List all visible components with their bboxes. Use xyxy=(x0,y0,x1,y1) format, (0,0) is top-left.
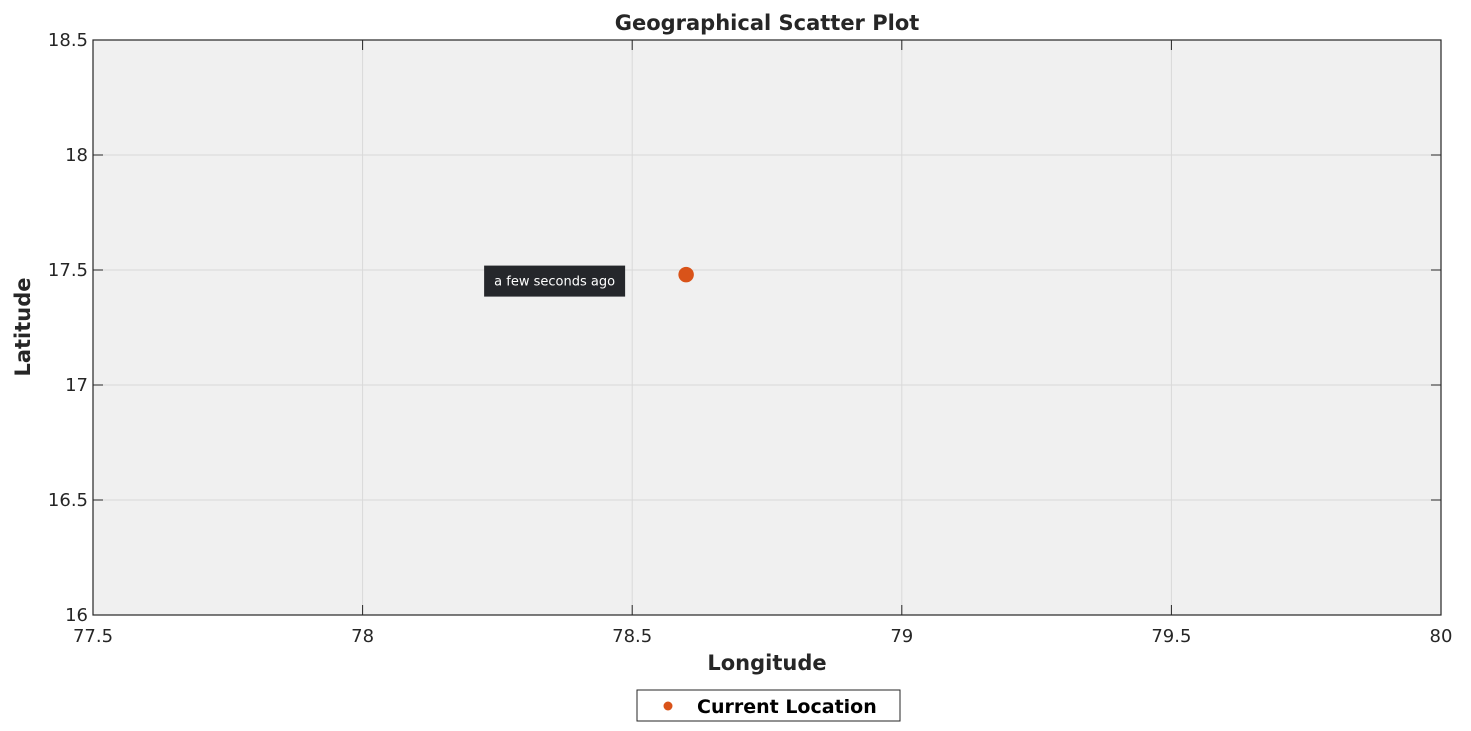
y-tick-label: 17.5 xyxy=(48,260,88,281)
legend-box xyxy=(636,689,901,722)
legend-marker-dot xyxy=(663,701,673,711)
legend-marker-current-location xyxy=(663,701,673,711)
x-tick-label: 77.5 xyxy=(73,626,113,647)
chart-title: Geographical Scatter Plot xyxy=(615,11,920,35)
plot-area xyxy=(93,40,1441,615)
grid-lines xyxy=(93,40,1441,615)
x-tick-label: 78.5 xyxy=(612,626,652,647)
y-tick-labels: 16 16.5 17 17.5 18 18.5 xyxy=(48,30,88,626)
x-tick-labels: 77.5 78 78.5 79 79.5 80 xyxy=(73,626,1452,647)
y-tick-label: 16.5 xyxy=(48,490,88,511)
annotations: a few seconds ago xyxy=(484,265,626,297)
x-tick-label: 78 xyxy=(351,626,374,647)
x-tick-label: 79.5 xyxy=(1151,626,1191,647)
x-tick-label: 79 xyxy=(890,626,913,647)
y-tick-label: 16 xyxy=(65,605,88,626)
x-axis-label: Longitude xyxy=(707,651,826,675)
legend-label-current-location: Current Location xyxy=(697,696,877,718)
x-tick-label: 80 xyxy=(1430,626,1453,647)
legend[interactable]: Current Location xyxy=(636,689,901,722)
y-tick-label: 18.5 xyxy=(48,30,88,51)
data-points xyxy=(678,266,694,283)
data-point-current-location xyxy=(678,266,694,283)
tooltip-box xyxy=(484,265,626,297)
plot-frame xyxy=(92,39,1442,616)
tooltip-text: a few seconds ago xyxy=(494,275,615,290)
y-axis-label: Latitude xyxy=(11,277,35,376)
y-tick-label: 17 xyxy=(65,375,88,396)
y-tick-label: 18 xyxy=(65,145,88,166)
